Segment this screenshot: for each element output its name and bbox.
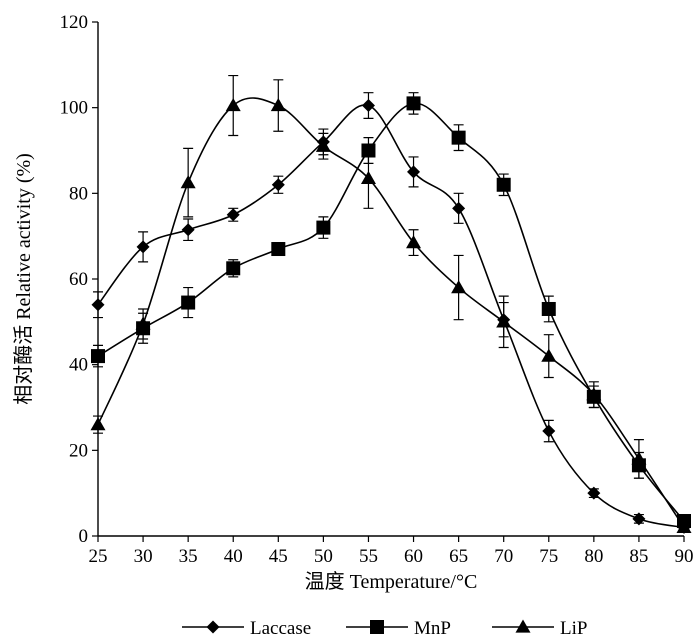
series-line-laccase bbox=[97, 104, 685, 529]
x-tick-label: 80 bbox=[584, 546, 603, 567]
marker-lip bbox=[135, 316, 151, 330]
marker-laccase bbox=[181, 223, 195, 237]
series-mnp bbox=[91, 92, 691, 529]
marker-mnp bbox=[496, 177, 511, 192]
y-tick-label: 40 bbox=[69, 355, 88, 376]
series-line-lip bbox=[97, 97, 685, 528]
marker-lip bbox=[631, 451, 647, 465]
marker-mnp bbox=[91, 349, 105, 364]
marker-laccase bbox=[542, 424, 556, 438]
marker-lip bbox=[225, 98, 241, 112]
marker-laccase bbox=[452, 201, 466, 215]
x-tick-label: 50 bbox=[314, 546, 333, 567]
axes: 0 20 40 60 80 100 120 25 30 35 40 45 50 55 60 65 70 75 80 8… bbox=[60, 12, 694, 567]
legend-label-laccase: Laccase bbox=[250, 618, 311, 639]
marker-mnp bbox=[451, 130, 466, 145]
x-axis-title: 温度 Temperature/°C bbox=[305, 570, 478, 593]
marker-lip bbox=[406, 235, 422, 249]
series-laccase bbox=[91, 92, 691, 534]
marker-lip bbox=[541, 348, 557, 362]
x-tick-label: 65 bbox=[449, 546, 468, 567]
legend-item-mnp: MnP bbox=[346, 618, 451, 639]
y-tick-label: 60 bbox=[69, 269, 88, 290]
series-line-mnp bbox=[97, 102, 685, 522]
x-tick-label: 70 bbox=[494, 546, 513, 567]
x-tick-label: 60 bbox=[404, 546, 423, 567]
legend-marker-lip bbox=[515, 619, 531, 633]
marker-mnp bbox=[541, 301, 556, 316]
x-tick-label: 35 bbox=[179, 546, 198, 567]
marker-mnp bbox=[406, 96, 421, 111]
marker-lip bbox=[180, 175, 196, 189]
x-tick-label: 75 bbox=[539, 546, 558, 567]
legend-item-lip: LiP bbox=[492, 618, 587, 639]
marker-lip bbox=[496, 314, 512, 328]
marker-laccase bbox=[271, 178, 285, 192]
y-axis-title: 相对酶活 Relative activity (%) bbox=[12, 153, 35, 405]
y-tick-label: 80 bbox=[69, 183, 88, 204]
marker-laccase bbox=[136, 240, 150, 254]
marker-lip bbox=[676, 519, 692, 534]
marker-lip bbox=[360, 170, 376, 184]
x-tick-label: 55 bbox=[359, 546, 378, 567]
marker-mnp bbox=[271, 242, 286, 257]
marker-laccase bbox=[587, 486, 601, 500]
x-tick-label: 40 bbox=[224, 546, 243, 567]
y-tick-label: 20 bbox=[69, 440, 88, 461]
marker-lip bbox=[315, 138, 331, 152]
legend-item-laccase: Laccase bbox=[182, 618, 311, 639]
legend-marker-laccase bbox=[206, 620, 220, 634]
marker-lip bbox=[451, 280, 467, 294]
marker-laccase bbox=[91, 298, 105, 312]
x-tick-label: 30 bbox=[134, 546, 153, 567]
marker-mnp bbox=[316, 220, 331, 235]
y-tick-label: 0 bbox=[79, 526, 89, 547]
legend-label-mnp: MnP bbox=[414, 618, 451, 639]
legend: Laccase MnP LiP bbox=[182, 618, 587, 639]
legend-marker-mnp bbox=[370, 620, 384, 634]
marker-laccase bbox=[407, 165, 421, 179]
marker-laccase bbox=[632, 512, 646, 526]
marker-laccase bbox=[361, 99, 375, 113]
x-tick-label: 85 bbox=[629, 546, 648, 567]
legend-label-lip: LiP bbox=[560, 618, 587, 639]
y-tick-label: 120 bbox=[60, 12, 89, 33]
y-tick-label: 100 bbox=[60, 98, 89, 119]
series-lip bbox=[90, 74, 692, 534]
x-tick-label: 90 bbox=[675, 546, 694, 567]
marker-lip bbox=[270, 98, 286, 112]
marker-laccase bbox=[226, 208, 240, 222]
marker-mnp bbox=[181, 295, 196, 310]
series-layer bbox=[90, 74, 692, 534]
marker-lip bbox=[90, 417, 106, 431]
marker-mnp bbox=[226, 261, 241, 276]
x-tick-label: 45 bbox=[269, 546, 288, 567]
x-tick-label: 25 bbox=[89, 546, 108, 567]
marker-lip bbox=[586, 387, 602, 401]
